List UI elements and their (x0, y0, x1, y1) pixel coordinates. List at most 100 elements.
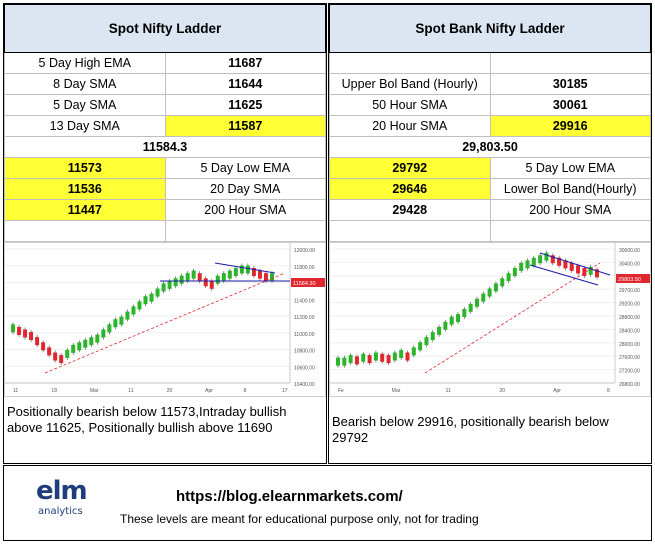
candle-body (531, 257, 536, 266)
ladder-row: 5 Day High EMA 11687 (4, 52, 326, 74)
ladder-value: 29428 (329, 199, 491, 221)
nifty-candlestick-chart: 12000.0011800.0011600.0011400.0011200.00… (5, 243, 325, 394)
elm-analytics-logo: elm analytics (36, 478, 96, 528)
candle-body (101, 329, 106, 338)
candle-body (125, 311, 130, 320)
candle-body (167, 280, 172, 289)
banknifty-candlestick-chart: 30600.0030400.0030000.0029700.0029200.00… (330, 243, 650, 394)
candle-body (481, 293, 486, 302)
candle-body (161, 283, 166, 292)
candle-body (550, 255, 555, 264)
candle-body (443, 321, 448, 330)
banknifty-chart: 30600.0030400.0030000.0029700.0029200.00… (329, 242, 651, 397)
candle-body (418, 342, 423, 351)
ladder-label: 20 Hour SMA (329, 115, 491, 137)
ladder-row: 13 Day SMA 11587 (4, 115, 326, 137)
ladder-value: 30185 (489, 73, 651, 95)
ladder-label: 5 Day Low EMA (489, 157, 651, 179)
nifty-chart: 12000.0011800.0011600.0011400.0011200.00… (4, 242, 326, 397)
ladder-row: 29428 200 Hour SMA (329, 199, 651, 221)
candle-body (59, 355, 64, 364)
channel-upper-line (539, 252, 611, 276)
candle-body (588, 266, 593, 275)
candle-body (506, 273, 511, 282)
ladder-row: Upper Bol Band (Hourly) 30185 (329, 73, 651, 95)
ladder-label: 50 Hour SMA (329, 94, 491, 116)
candle-body (41, 342, 46, 351)
ladder-label: 13 Day SMA (4, 115, 166, 137)
candle-body (239, 265, 244, 274)
x-tick-label: 18 (51, 388, 57, 394)
candle-body (143, 296, 148, 305)
candle-body (95, 334, 100, 343)
price-tag-label: 29803.50 (618, 277, 641, 283)
candle-body (569, 262, 574, 271)
y-tick-label: 29200.00 (619, 302, 640, 308)
candle-body (449, 316, 454, 325)
banknifty-ladder-table: Spot Bank Nifty Ladder Upper Bol Band (H… (329, 4, 651, 242)
candle-body (373, 352, 378, 361)
ladder-label: 5 Day SMA (4, 94, 166, 116)
candle-body (348, 355, 353, 364)
candle-body (245, 265, 250, 274)
y-tick-label: 12000.00 (294, 248, 315, 254)
y-tick-label: 30400.00 (619, 261, 640, 267)
x-tick-label: Apr (553, 388, 561, 394)
ladder-row-empty (4, 220, 326, 242)
pattern-line (214, 262, 276, 274)
y-tick-label: 10400.00 (294, 382, 315, 388)
y-tick-label: 27600.00 (619, 355, 640, 361)
x-tick-label: 8 (244, 388, 247, 394)
candle-body (29, 332, 34, 341)
candle-body (113, 319, 118, 328)
candle-body (437, 326, 442, 335)
y-tick-label: 10800.00 (294, 349, 315, 355)
candle-body (487, 288, 492, 297)
candle-body (203, 278, 208, 287)
footer-panel (3, 465, 652, 541)
x-tick-label: 11 (128, 388, 133, 394)
ladder-value: 11625 (164, 94, 326, 116)
ladder-value: 11644 (164, 73, 326, 95)
x-tick-label: Mar (392, 388, 401, 394)
nifty-panel: Spot Nifty Ladder 5 Day High EMA 11687 8… (3, 3, 327, 464)
candle-body (563, 260, 568, 269)
banknifty-spot-price: 29,803.50 (329, 136, 651, 158)
candle-body (233, 268, 238, 277)
ladder-value: 29792 (329, 157, 491, 179)
ladder-label: Upper Bol Band (Hourly) (329, 73, 491, 95)
candle-body (131, 306, 136, 315)
candle-body (462, 309, 467, 317)
candle-body (23, 329, 28, 338)
price-tag-label: 11584.30 (293, 281, 316, 287)
y-tick-label: 28800.00 (619, 315, 640, 321)
candle-body (191, 270, 196, 279)
channel-lower-line (529, 264, 599, 286)
y-tick-label: 11800.00 (294, 265, 315, 271)
candle-body (227, 270, 232, 279)
candle-body (405, 352, 410, 361)
banknifty-panel: Spot Bank Nifty Ladder Upper Bol Band (H… (328, 3, 652, 464)
candle-body (468, 303, 473, 312)
y-tick-label: 28400.00 (619, 328, 640, 334)
ladder-value: 11587 (164, 115, 326, 137)
candle-body (336, 357, 340, 366)
candle-body (411, 347, 416, 356)
ladder-value: 30061 (489, 94, 651, 116)
candle-body (582, 268, 587, 277)
ladder-label: 200 Hour SMA (489, 199, 651, 221)
ladder-value: 11687 (164, 52, 326, 74)
candle-body (367, 355, 372, 364)
candle-body (149, 293, 154, 302)
candle-body (399, 349, 404, 358)
ladder-value: 11447 (4, 199, 166, 221)
trendline-support (44, 272, 286, 374)
nifty-commentary: Positionally bearish below 11573,Intrada… (7, 404, 287, 435)
x-tick-label: 11 (446, 388, 451, 394)
candle-body (119, 316, 124, 325)
ladder-label: 5 Day High EMA (4, 52, 166, 74)
candle-body (77, 342, 82, 351)
blog-url-link[interactable]: https://blog.elearnmarkets.com/ (176, 488, 403, 505)
candle-body (173, 278, 178, 287)
candle-body (392, 352, 397, 361)
